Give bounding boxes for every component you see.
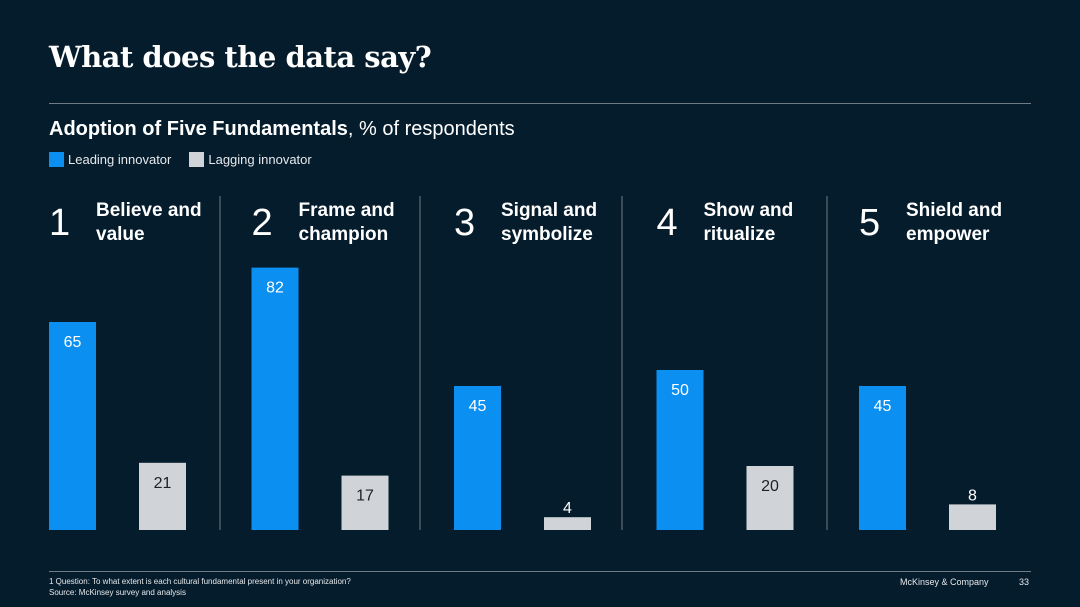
category-label-5-line-2: empower (906, 224, 990, 245)
bar-lagging-5 (949, 504, 996, 530)
footnote: 1 Question: To what extent is each cultu… (49, 576, 351, 598)
brand-name: McKinsey & Company (900, 577, 989, 587)
data-label-leading-5: 45 (874, 398, 892, 415)
category-label-1-line-2: value (96, 224, 145, 245)
data-label-lagging-1: 21 (154, 475, 172, 492)
category-label-4-line-2: ritualize (704, 224, 776, 245)
category-number-3: 3 (454, 202, 475, 244)
category-number-1: 1 (49, 202, 70, 244)
category-number-4: 4 (657, 202, 678, 244)
category-label-3-line-1: Signal and (501, 200, 597, 221)
data-label-lagging-5: 8 (968, 487, 977, 504)
category-label-2-line-2: champion (299, 224, 389, 245)
category-number-5: 5 (859, 202, 880, 244)
bar-lagging-3 (544, 517, 591, 530)
data-label-lagging-2: 17 (356, 488, 374, 505)
footnote-question: 1 Question: To what extent is each cultu… (49, 576, 351, 587)
category-label-4-line-1: Show and (704, 200, 794, 221)
category-label-5-line-1: Shield and (906, 200, 1002, 221)
bar-lagging-4 (747, 466, 794, 530)
category-label-1-line-1: Believe and (96, 200, 202, 221)
category-label-2-line-1: Frame and (299, 200, 395, 221)
data-label-leading-2: 82 (266, 280, 284, 297)
page-number: 33 (1019, 577, 1029, 587)
bar-leading-1 (49, 322, 96, 530)
data-label-leading-1: 65 (64, 334, 82, 351)
data-label-lagging-3: 4 (563, 500, 572, 517)
category-number-2: 2 (252, 202, 273, 244)
data-label-leading-4: 50 (671, 382, 689, 399)
data-label-leading-3: 45 (469, 398, 487, 415)
category-label-3-line-2: symbolize (501, 224, 593, 245)
data-label-lagging-4: 20 (761, 478, 779, 495)
bar-lagging-1 (139, 463, 186, 530)
footer-divider (49, 571, 1031, 572)
bar-leading-2 (252, 268, 299, 530)
footnote-source: Source: McKinsey survey and analysis (49, 587, 351, 598)
